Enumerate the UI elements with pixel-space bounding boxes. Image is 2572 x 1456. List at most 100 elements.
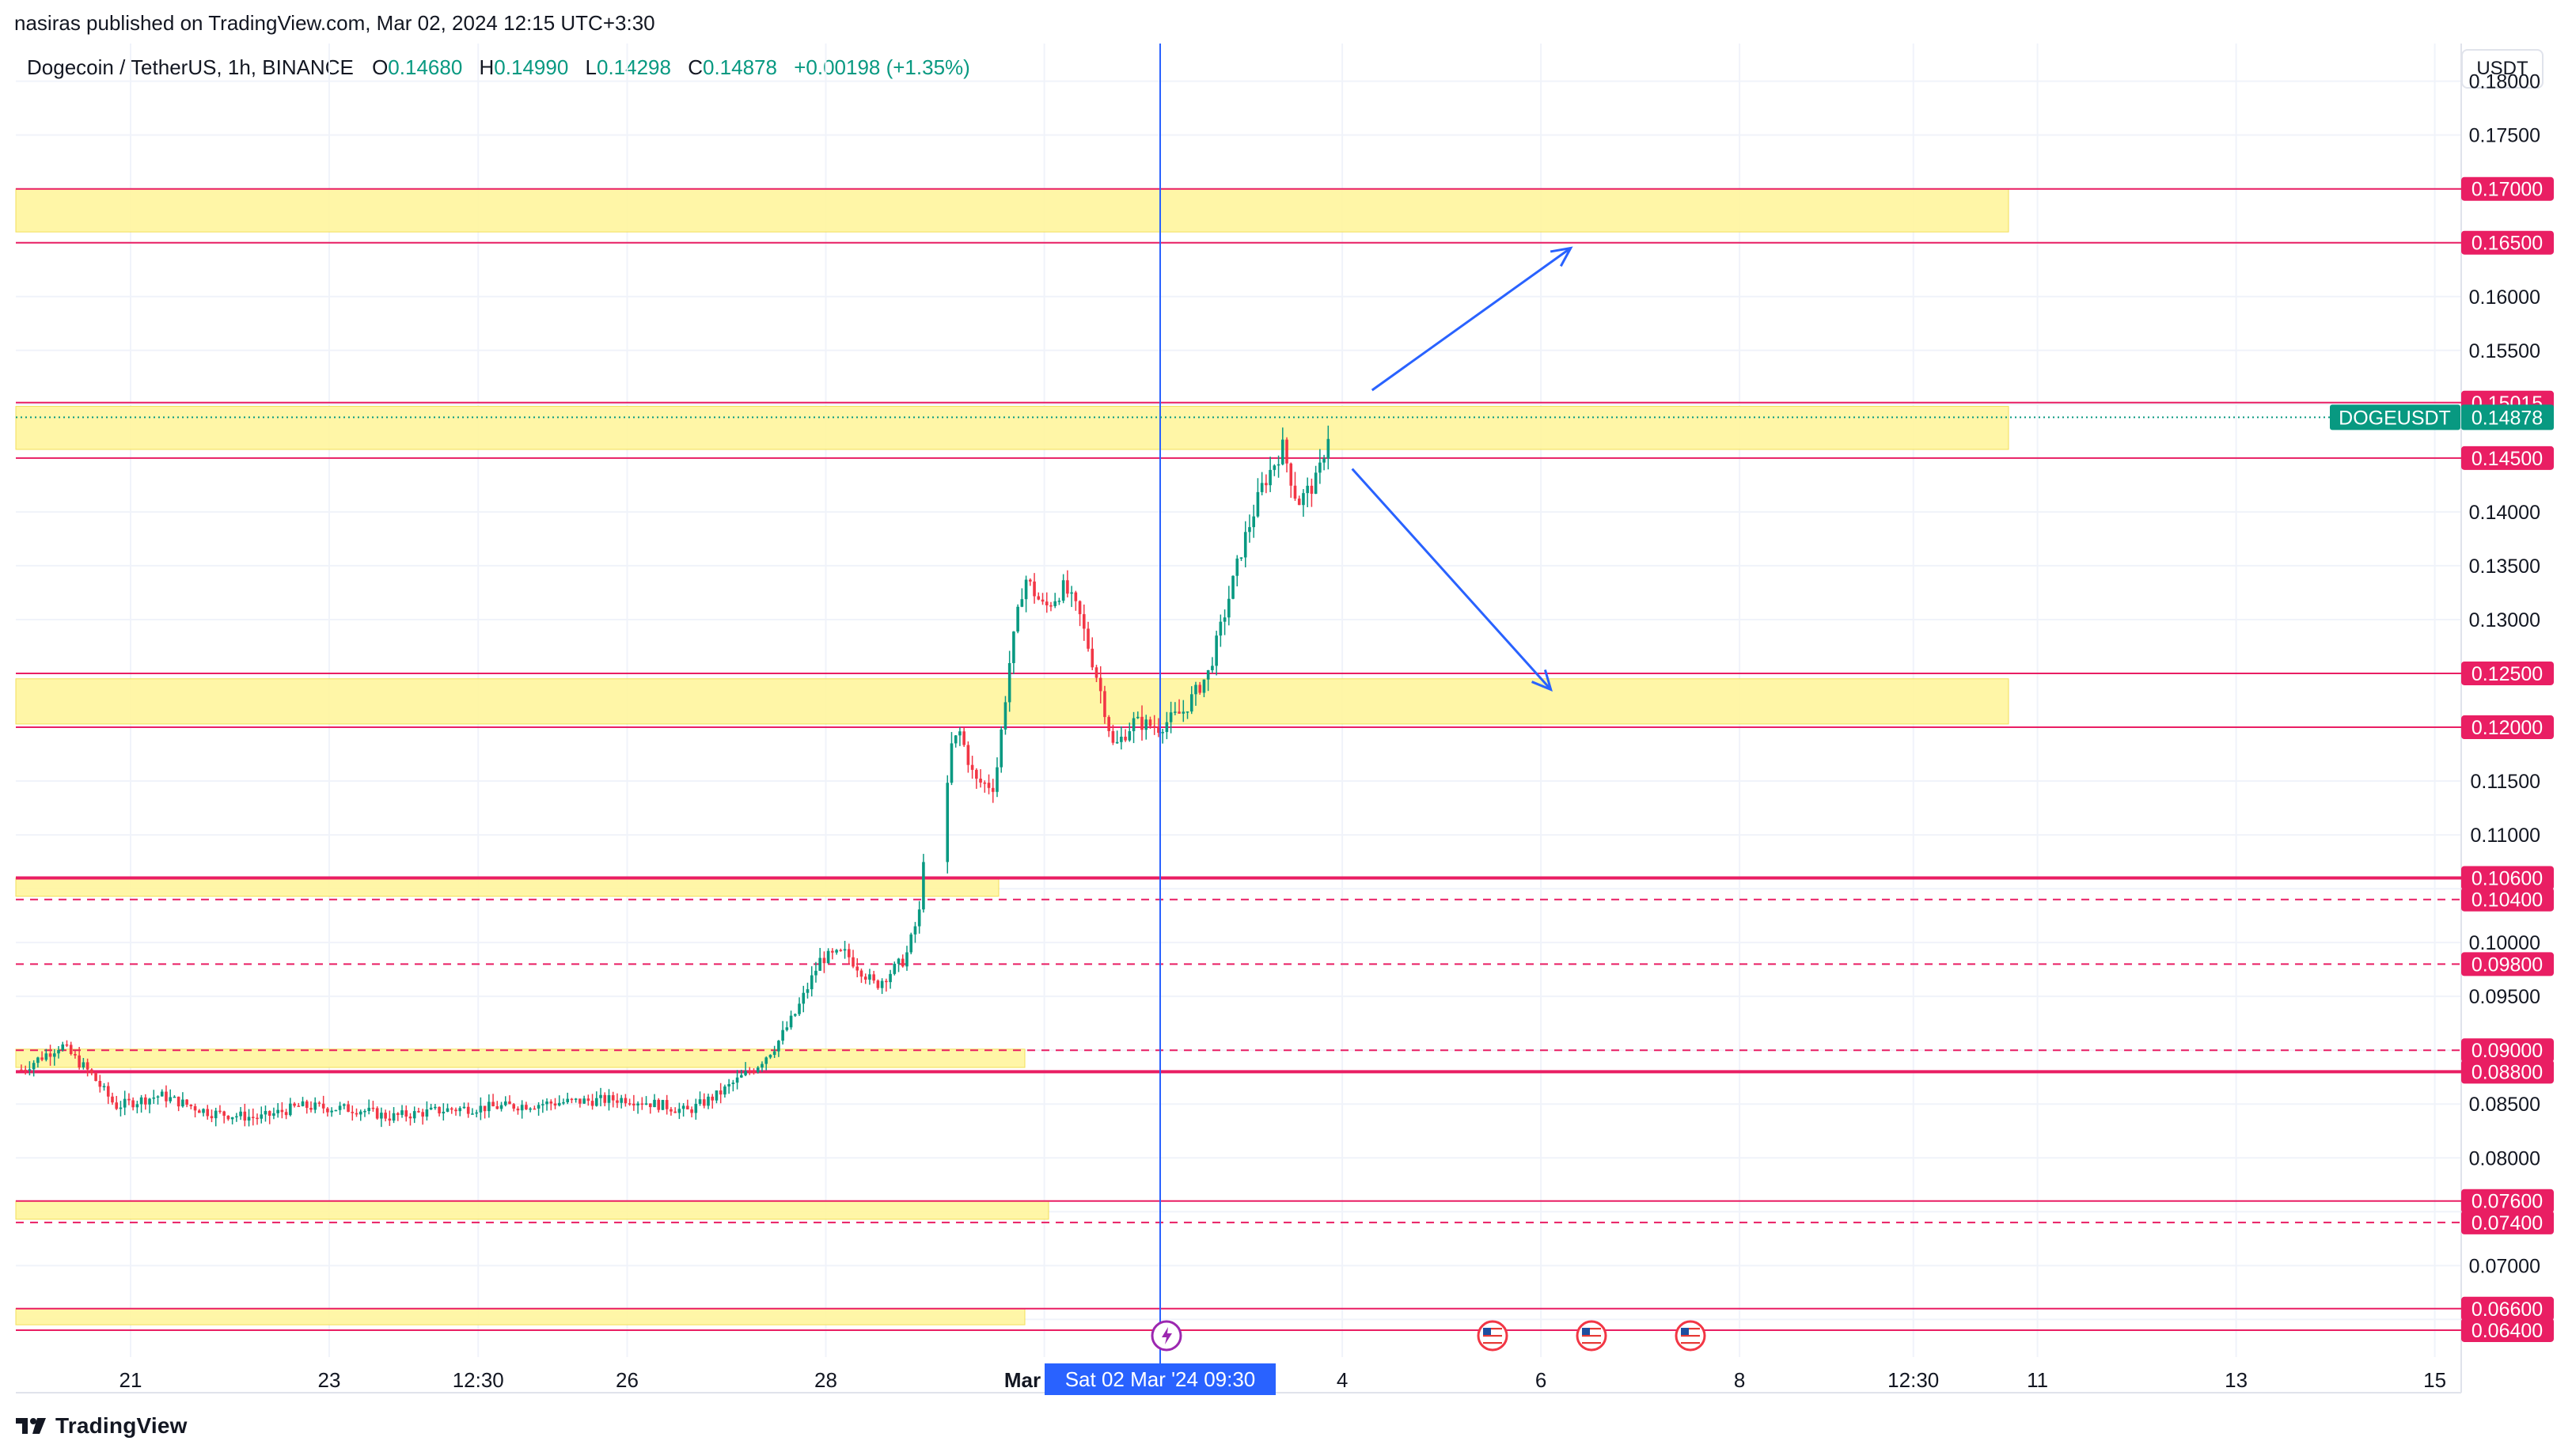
candles [20,425,1330,1128]
candle-body [885,980,888,983]
flag-stripe [1582,1328,1601,1330]
time-tick-label: 12:30 [1887,1368,1939,1392]
candle-body [1103,691,1106,718]
candle-body [1297,499,1301,506]
candle-body [181,1099,184,1107]
candle-body [1016,606,1019,632]
candle-body [512,1104,516,1109]
candle-body [727,1083,730,1087]
candle-body [82,1062,85,1067]
flag-stripe [1582,1338,1601,1340]
candle-body [1174,711,1177,713]
candle-body [657,1099,661,1110]
candle-body [1189,694,1193,712]
candle-body [798,1003,801,1014]
candle-body [1049,605,1053,607]
candle-body [1057,601,1061,602]
candle-body [152,1097,156,1099]
low-label: L [585,55,597,79]
candle-body [495,1106,499,1109]
currency-button[interactable]: USDT [2461,49,2544,89]
candle-body [905,952,909,967]
candle-body [326,1108,329,1113]
candle-body [111,1096,114,1103]
candle-body [301,1101,305,1106]
candle-body [1148,719,1152,726]
time-tick-label: 4 [1337,1368,1348,1392]
level-price-tag [2461,230,2554,255]
time-tick-label: 28 [814,1368,837,1392]
candle-body [525,1105,528,1109]
candle-body [553,1103,557,1106]
candle-body [454,1109,457,1112]
last-price-tag [2461,404,2554,430]
event-markers [1151,1320,1706,1352]
candle-body [1144,719,1148,730]
flag-stripe [1681,1342,1700,1344]
candle-body [852,957,855,967]
open-value: 0.14680 [388,55,463,79]
price-tick-label: 0.17500 [2469,125,2540,147]
candle-body [61,1044,65,1050]
candle-body [272,1113,275,1117]
level-price-tag [2461,661,2554,685]
candle-body [665,1100,669,1109]
candle-body [169,1097,172,1101]
candle-body [1029,579,1032,582]
candle-body [276,1109,279,1113]
candle-body [1243,532,1247,558]
candle-body [731,1083,735,1084]
candle-body [214,1110,218,1119]
candle-body [590,1101,594,1106]
candle-body [962,731,965,745]
levels [16,188,2461,1331]
candle-body [603,1094,607,1103]
candle-body [438,1106,441,1114]
candle-body [396,1113,400,1115]
candle-body [839,950,843,951]
candle-body [380,1113,383,1119]
candle-body [1314,472,1318,494]
candle-body [545,1101,548,1105]
candle-body [1281,439,1284,464]
candle-body [425,1109,429,1117]
flag-stripe [1483,1335,1502,1337]
brand[interactable]: TradingView [16,1413,188,1439]
level-price-tag [2461,887,2554,912]
candle-body [843,949,847,951]
candle-body [698,1099,702,1104]
candle-body [1094,667,1098,678]
candle-body [1293,485,1297,499]
candle-body [1310,485,1314,494]
symbol-name-label: DOGEUSDT [2339,407,2451,429]
candle-body [375,1108,379,1119]
candle-body [1124,736,1127,741]
flag-stripe [1582,1331,1601,1333]
candle-body [309,1108,313,1110]
candle-body [847,949,851,957]
candle-body [570,1098,574,1101]
candle-body [1066,580,1069,594]
candle-body [636,1103,639,1105]
candle-body [533,1108,537,1110]
level-price-label: 0.09800 [2471,954,2543,976]
candle-body [975,769,978,779]
candle-body [363,1111,366,1113]
symbol-title[interactable]: Dogecoin / TetherUS, 1h, BINANCE [27,55,354,79]
price-tick-label: 0.09500 [2469,986,2540,1008]
candle-body [789,1015,793,1028]
time-tick-label: 15 [2423,1368,2446,1392]
candle-body [781,1029,784,1041]
candle-body [226,1115,230,1120]
level-price-label: 0.12000 [2471,717,2543,739]
candle-body [173,1096,176,1098]
candle-body [582,1098,586,1104]
price-tick-label: 0.11000 [2470,825,2540,847]
candle-body [267,1111,271,1117]
candle-body [806,989,810,993]
level-price-label: 0.06600 [2471,1299,2543,1321]
tradingview-logo-icon [16,1418,46,1434]
price-axis: 0.170000.165000.150150.145000.125000.120… [16,71,2554,1342]
level-price-label: 0.14500 [2471,448,2543,470]
